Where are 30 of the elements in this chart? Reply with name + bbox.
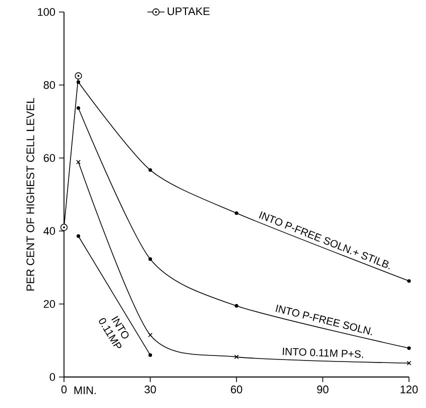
x-tick-label: 90 — [317, 386, 328, 394]
x-tick-label: 30 — [144, 386, 156, 394]
point — [148, 168, 152, 172]
y-tick-label: 0 — [50, 373, 56, 381]
point — [148, 353, 152, 357]
point — [76, 80, 80, 84]
y-tick-label: 100 — [38, 8, 56, 16]
point — [76, 106, 80, 110]
x-tick-label: 60 — [230, 386, 242, 394]
y-tick-label: 60 — [44, 154, 56, 162]
legend-label: UPTAKE — [168, 7, 210, 16]
y-tick-label: 80 — [44, 81, 56, 89]
point — [234, 211, 238, 215]
x-tick-label: 0 — [61, 386, 67, 394]
point — [234, 304, 238, 308]
x-axis-title: MIN. — [74, 386, 96, 394]
line-series — [76, 160, 412, 366]
series-label: INTO 0.11M P+S. — [282, 348, 364, 358]
text: INTO P-FREE SOLN. — [276, 304, 372, 336]
y-tick-label: 40 — [43, 227, 56, 235]
point — [74, 72, 82, 80]
point — [148, 257, 152, 261]
point — [234, 354, 239, 360]
y-axis-title: PER CENT OF HIGHEST CELL LEVEL — [26, 98, 34, 290]
point — [407, 346, 411, 350]
y-tick-label: 20 — [44, 300, 56, 308]
point — [76, 234, 80, 238]
x-tick-label: 120 — [400, 386, 418, 394]
point — [148, 332, 152, 338]
point — [407, 279, 411, 283]
